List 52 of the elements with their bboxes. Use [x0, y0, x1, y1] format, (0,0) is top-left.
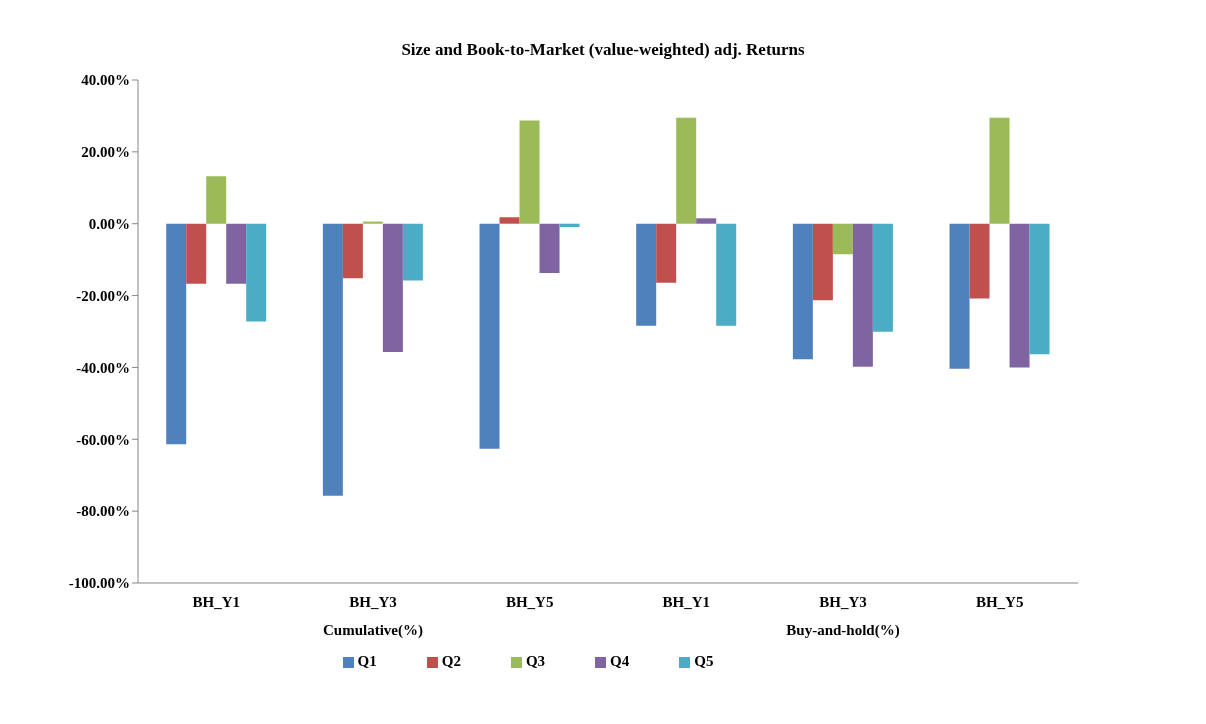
- legend-label: Q2: [441, 653, 461, 669]
- legend-label: Q1: [357, 653, 377, 669]
- x-tick-label: BH_Y5: [975, 594, 1024, 610]
- bar: [1009, 223, 1030, 368]
- bar: [322, 223, 343, 496]
- x-tick-label: BH_Y1: [662, 594, 711, 610]
- bar: [696, 218, 717, 224]
- y-tick-label: 40.00%: [81, 72, 130, 89]
- bar: [949, 223, 970, 369]
- text: Buy-and-hold(%): [786, 622, 900, 639]
- bar: [166, 223, 187, 445]
- bar: [519, 120, 540, 224]
- legend-label: Q4: [610, 653, 630, 669]
- bar: [812, 223, 833, 301]
- bar: [636, 223, 657, 326]
- bar: [362, 221, 383, 224]
- bar: [402, 223, 423, 281]
- bar: [479, 223, 500, 449]
- bar: [969, 223, 990, 299]
- y-tick-label: -80.00%: [76, 503, 130, 520]
- y-tick-label: -100.00%: [68, 575, 130, 592]
- bar: [989, 117, 1010, 224]
- legend-label: Q5: [694, 653, 714, 669]
- bar: [852, 223, 873, 367]
- x-tick-label: BH_Y5: [505, 594, 554, 610]
- bar: [559, 223, 580, 227]
- bar: [499, 217, 520, 224]
- bar: [656, 223, 677, 283]
- legend-label: Q3: [525, 653, 546, 669]
- bar: [226, 223, 247, 284]
- bar: [832, 223, 853, 255]
- text: Cumulative(%): [323, 622, 423, 639]
- bar: [206, 176, 227, 224]
- y-tick-label: 0.00%: [88, 216, 130, 233]
- x-tick-label: BH_Y3: [349, 594, 397, 610]
- chart-title: Size and Book-to-Market (value-weighted) adj. Returns: [400, 40, 806, 60]
- y-tick-label: -60.00%: [76, 431, 130, 448]
- bar: [872, 223, 893, 332]
- bar: [539, 223, 560, 273]
- y-tick-label: -40.00%: [76, 359, 130, 376]
- bar: [246, 223, 267, 322]
- x-tick-label: BH_Y3: [819, 594, 867, 610]
- x-tick-label: BH_Y1: [192, 594, 241, 610]
- bar: [792, 223, 813, 360]
- bar: [342, 223, 363, 279]
- y-tick-label: 20.00%: [81, 144, 130, 161]
- y-tick-label: -20.00%: [76, 287, 130, 304]
- bar: [1029, 223, 1050, 355]
- bar: [186, 223, 207, 284]
- bar: [676, 117, 697, 224]
- bar: [716, 223, 737, 326]
- bar: [382, 223, 403, 352]
